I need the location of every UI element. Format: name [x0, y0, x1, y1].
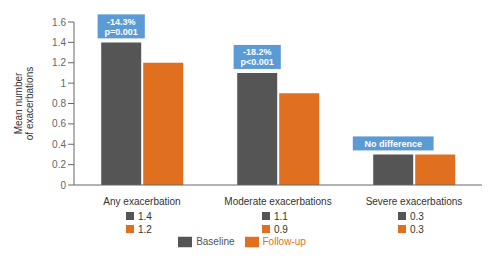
- svg-text:0.8: 0.8: [52, 98, 66, 109]
- svg-text:0.2: 0.2: [52, 159, 66, 170]
- svg-text:-18.2%p<0.001: -18.2%p<0.001: [241, 47, 274, 67]
- svg-text:1.2: 1.2: [52, 57, 66, 68]
- svg-text:0.3: 0.3: [410, 224, 424, 235]
- svg-text:1.4: 1.4: [138, 211, 152, 222]
- svg-text:1: 1: [60, 78, 66, 89]
- svg-text:0.6: 0.6: [52, 118, 66, 129]
- html-text:Baseline: Baseline: [196, 235, 235, 247]
- svg-text:0.4: 0.4: [52, 139, 66, 150]
- svg-text:Severe exacerbations: Severe exacerbations: [366, 196, 463, 207]
- svg-text:1.4: 1.4: [52, 37, 66, 48]
- svg-text:Any exacerbation: Any exacerbation: [103, 196, 180, 207]
- svg-text:No difference: No difference: [364, 139, 422, 149]
- svg-text:1.6: 1.6: [52, 17, 66, 28]
- svg-text:0.3: 0.3: [410, 211, 424, 222]
- svg-text:0: 0: [60, 180, 66, 191]
- svg-text:Moderate exacerbations: Moderate exacerbations: [224, 196, 331, 207]
- svg-text:1.2: 1.2: [138, 224, 152, 235]
- svg-text:1.1: 1.1: [274, 211, 288, 222]
- svg-text:0.9: 0.9: [274, 224, 288, 235]
- html-text:Follow-up: Follow-up: [262, 235, 306, 247]
- svg-text:-14.3%p=0.001: -14.3%p=0.001: [105, 17, 138, 37]
- svg-text:Mean numberof exacerbations: Mean numberof exacerbations: [13, 67, 35, 140]
